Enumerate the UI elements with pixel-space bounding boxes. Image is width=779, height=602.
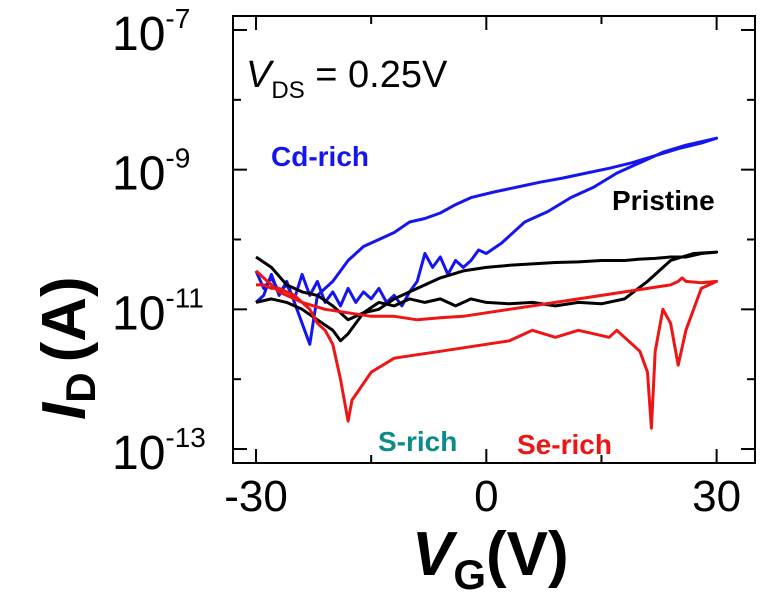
y-axis-title: ID (A) [30, 276, 104, 420]
series-label-pristine: Pristine [612, 185, 715, 216]
x-axis-unit: (V) [486, 520, 569, 589]
series-line-pristine [255, 250, 719, 343]
vds-value: = 0.25V [305, 54, 448, 96]
x-tick-label: -30 [224, 472, 288, 521]
y-tick-base: 10 [112, 8, 165, 61]
series-label-s-rich: S-rich [378, 426, 457, 457]
x-tick-labels: -30 0 30 [224, 472, 741, 521]
y-axis-unit: (A) [30, 276, 99, 362]
y-tick-label: 10-13 [112, 422, 206, 480]
series-line-se-rich [254, 269, 719, 430]
plot-frame [232, 15, 756, 464]
x-axis-subscript: G [453, 551, 486, 598]
y-axis-symbol: I [30, 401, 99, 420]
x-axis-title: VG(V) [412, 520, 569, 598]
x-axis-symbol: V [412, 520, 458, 589]
series-label-cd-rich: Cd-rich [271, 141, 369, 172]
y-tick-power: -11 [165, 282, 203, 313]
y-tick-power: -13 [165, 422, 205, 453]
vds-annotation: VDS = 0.25V [246, 54, 448, 104]
y-tick-label: 10-9 [112, 143, 190, 201]
series-label-se-rich: Se-rich [517, 429, 612, 460]
vds-subscript: DS [271, 77, 304, 104]
tick-marks [233, 16, 755, 463]
y-axis-subscript: D [57, 372, 104, 402]
y-tick-base: 10 [112, 148, 165, 201]
x-tick-label: 30 [692, 472, 741, 521]
y-tick-base: 10 [112, 427, 165, 480]
y-tick-power: -7 [165, 3, 190, 34]
x-tick-label: 0 [474, 472, 498, 521]
series-group [254, 136, 719, 430]
series-line-cd-rich [254, 136, 719, 346]
y-tick-label: 10-11 [112, 282, 204, 340]
vds-symbol: V [246, 54, 275, 96]
y-tick-power: -9 [165, 143, 190, 174]
y-tick-base: 10 [112, 287, 165, 340]
y-tick-label: 10-7 [112, 3, 190, 61]
